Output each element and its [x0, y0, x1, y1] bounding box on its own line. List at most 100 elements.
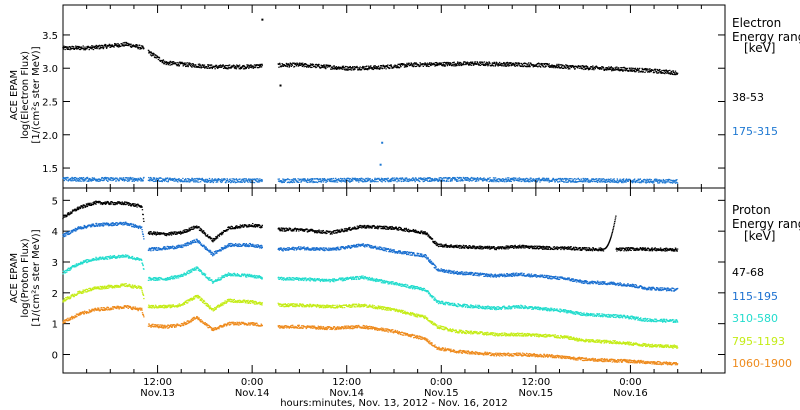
- proton-data-point: [619, 249, 621, 251]
- electron-data-point: [396, 178, 398, 180]
- electron-data-point: [383, 67, 386, 69]
- proton-data-point: [465, 244, 467, 247]
- electron-data-point: [197, 178, 199, 180]
- electron-data-point: [203, 179, 205, 181]
- proton-data-point: [293, 230, 295, 232]
- electron-data-point: [135, 178, 138, 180]
- electron-data-point: [402, 63, 404, 65]
- proton-data-point: [341, 229, 343, 232]
- electron-data-point: [128, 43, 130, 45]
- electron-data-point: [80, 178, 82, 180]
- proton-data-point: [200, 229, 203, 231]
- proton-data-point: [204, 232, 206, 234]
- electron-data-point: [90, 47, 92, 50]
- electron-data-point: [564, 178, 567, 180]
- proton-data-point: [95, 200, 98, 202]
- electron-data-point: [308, 181, 310, 183]
- proton-data-point: [231, 226, 233, 228]
- proton-data-point: [408, 231, 410, 233]
- proton-data-point: [211, 239, 214, 241]
- electron-data-point: [417, 178, 419, 181]
- electron-data-point: [550, 66, 553, 68]
- electron-data-point: [410, 179, 412, 181]
- electron-data-point: [454, 179, 456, 181]
- electron-data-point: [107, 178, 110, 180]
- electron-data-point: [616, 68, 619, 71]
- electron-data-point: [234, 65, 237, 68]
- electron-data-point: [304, 65, 307, 67]
- electron-data-point: [366, 69, 369, 71]
- proton-data-point: [223, 230, 226, 232]
- electron-data-point: [435, 179, 437, 181]
- electron-data-point: [252, 65, 254, 67]
- electron-data-point: [671, 72, 673, 74]
- proton-data-point: [129, 203, 132, 205]
- electron-data-point: [620, 67, 622, 69]
- electron-data-point: [479, 64, 482, 67]
- proton-data-point: [430, 237, 432, 239]
- proton-data-point: [142, 214, 144, 216]
- electron-data-point: [639, 178, 642, 180]
- electron-data-point: [100, 44, 103, 46]
- electron-legend-energy-range: Energy range: [732, 30, 800, 44]
- electron-data-point: [410, 63, 412, 66]
- proton-data-point: [506, 246, 509, 248]
- proton-data-point: [227, 226, 229, 229]
- electron-data-point: [565, 177, 567, 180]
- proton-data-point: [644, 248, 646, 250]
- electron-data-point: [150, 178, 153, 180]
- electron-data-point: [441, 64, 443, 66]
- electron-data-point: [103, 179, 105, 182]
- proton-data-point: [499, 246, 501, 248]
- electron-data-point: [107, 180, 109, 182]
- proton-data-point: [549, 246, 551, 248]
- electron-data-point: [362, 65, 364, 68]
- electron-data-point: [320, 66, 323, 68]
- electron-data-point: [329, 178, 331, 180]
- electron-data-point: [616, 178, 619, 180]
- electron-data-point: [148, 176, 150, 179]
- electron-data-point: [298, 181, 300, 184]
- proton-data-point: [357, 228, 359, 230]
- proton-data-point: [628, 249, 630, 251]
- electron-data-point: [369, 178, 371, 180]
- proton-data-point: [313, 231, 316, 233]
- electron-data-point: [459, 61, 461, 64]
- electron-data-point: [519, 178, 521, 180]
- electron-data-point: [341, 65, 344, 67]
- electron-data-point: [175, 179, 178, 182]
- electron-data-point: [492, 62, 494, 64]
- proton-data-point: [615, 247, 618, 249]
- proton-data-point: [366, 225, 368, 227]
- proton-data-point: [235, 226, 238, 228]
- electron-data-point: [568, 178, 571, 180]
- electron-data-point: [171, 62, 173, 64]
- electron-data-point: [353, 69, 355, 71]
- proton-data-point: [183, 232, 185, 234]
- electron-data-point: [398, 66, 401, 69]
- electron-data-point: [574, 68, 576, 70]
- proton-data-point: [542, 247, 545, 249]
- electron-data-point: [169, 60, 172, 62]
- electron-data-point: [527, 65, 529, 68]
- electron-data-point: [637, 71, 640, 73]
- electron-outlier-point: [379, 163, 382, 166]
- electron-data-point: [66, 179, 68, 181]
- proton-data-point: [348, 227, 351, 229]
- electron-data-point: [532, 179, 534, 182]
- electron-data-point: [306, 179, 308, 181]
- electron-data-point: [364, 180, 367, 183]
- electron-data-point: [660, 179, 662, 181]
- electron-data-point: [554, 65, 556, 67]
- electron-data-point: [467, 61, 469, 64]
- proton-data-point: [502, 247, 505, 249]
- proton-data-point: [227, 226, 230, 228]
- electron-data-point: [63, 177, 65, 179]
- electron-data-point: [64, 48, 66, 51]
- proton-data-point: [122, 203, 125, 206]
- electron-data-point: [475, 177, 477, 179]
- electron-data-point: [359, 66, 361, 68]
- electron-data-point: [477, 180, 480, 182]
- electron-data-point: [449, 179, 452, 181]
- electron-data-point: [523, 65, 526, 67]
